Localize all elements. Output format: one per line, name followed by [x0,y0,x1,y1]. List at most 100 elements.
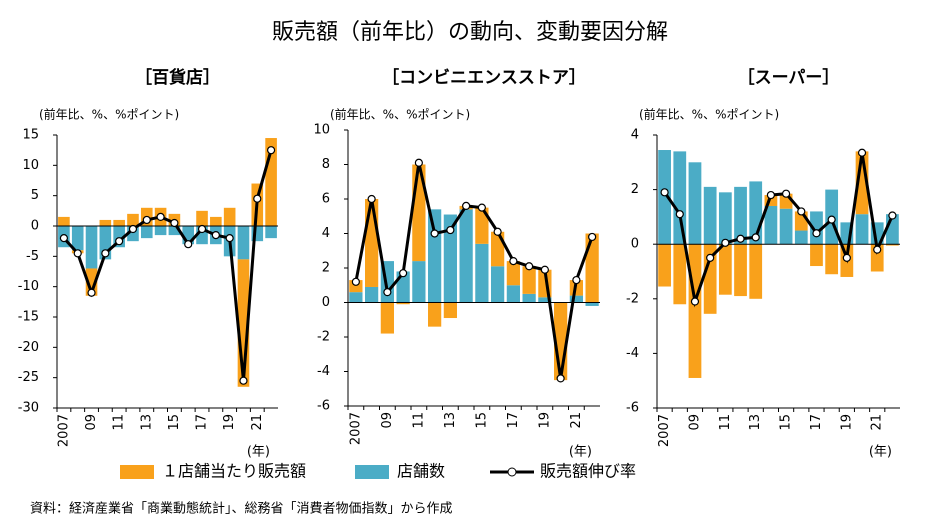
bar [825,244,839,275]
line-point [211,231,220,240]
line-point [588,232,597,242]
x-tick-label: 11 [718,414,733,431]
y-tick-label: -20 [18,340,39,355]
line-point [414,158,423,167]
x-tick-label: 15 [474,412,489,429]
line-point [142,215,151,225]
y-tick-label: 0 [322,295,330,310]
line-series [354,162,594,379]
line-point [266,146,276,155]
y-tick-label: -6 [626,401,639,416]
bar [140,226,153,239]
line-point [781,189,791,198]
x-tick-label: 2007 [56,414,71,447]
y-tick-label: 6 [322,192,330,207]
line-point [430,229,439,238]
bar [168,226,181,236]
bar [522,266,536,294]
x-tick-label: 17 [506,412,521,429]
line-point [525,262,534,271]
y-tick-label: -10 [18,279,39,294]
bar [99,226,112,260]
bar [396,302,410,305]
bar [237,226,250,260]
bar [658,150,671,245]
bar [734,186,747,245]
bar [688,244,702,378]
y-tick-label: 0 [631,237,639,252]
bar [428,302,442,327]
line-point [73,249,82,258]
line-point [128,224,138,234]
y-tick-label: -6 [317,399,330,414]
bar [85,226,98,269]
line-point [197,224,207,234]
bar [380,302,394,334]
line-point [367,194,376,204]
bar [810,244,823,267]
line-point [797,207,806,216]
bar [237,259,250,387]
bar [58,216,70,226]
line-point [540,265,549,274]
line-point [253,194,262,203]
y-tick-label: -4 [317,364,330,379]
line-point [509,257,518,266]
bar [522,293,536,303]
line-point [115,237,124,246]
y-tick-label: -30 [18,401,39,416]
bar [412,261,426,303]
bar [428,209,442,303]
x-tick-label: 15 [167,414,182,431]
bar [223,207,236,226]
legend-swatch [120,465,154,479]
bar [443,302,457,319]
line-point [660,188,669,197]
line-point [721,238,730,247]
line-point [225,234,234,243]
bar [127,213,139,226]
bar [538,297,552,303]
bar [506,285,520,303]
line-point [888,211,897,220]
x-unit-label: (年) [869,445,892,460]
x-tick-label: 15 [779,414,794,431]
panel-title: ［スーパー］ [738,67,840,88]
unit-label: (前年比、%、%ポイント) [39,107,179,122]
x-tick-label: 09 [84,414,99,431]
source-note: 資料：経済産業省「商業動態統計」、総務省「消費者物価指数」から作成 [30,501,453,517]
bar [475,243,489,303]
bar [349,292,363,303]
bar [718,244,732,295]
bar [127,226,139,242]
line-point [399,269,408,278]
line-point [857,148,867,157]
bar [855,214,869,245]
bar [443,214,457,303]
bar [673,151,687,245]
line-point [493,227,502,236]
bar [99,219,112,226]
bar [475,207,489,244]
bar [764,195,778,206]
bar [703,244,717,314]
x-tick-label: 17 [195,414,210,431]
figure-title: 販売額（前年比）の動向、変動要因分解 [272,20,668,45]
bar [491,231,505,267]
line-point [101,249,110,258]
x-unit-label: (年) [569,445,592,460]
y-tick-label: 4 [322,226,330,241]
line-point [170,218,179,228]
bar [506,261,520,286]
y-tick-label: 4 [631,128,639,143]
y-tick-label: 15 [22,128,39,143]
bar [734,244,747,297]
legend-label: 店舗数 [397,462,445,481]
bar [886,244,899,246]
y-tick-label: -2 [626,291,639,306]
x-tick-label: 2007 [657,414,672,447]
bar [749,244,763,299]
line-point [572,275,581,285]
bar [365,199,379,287]
